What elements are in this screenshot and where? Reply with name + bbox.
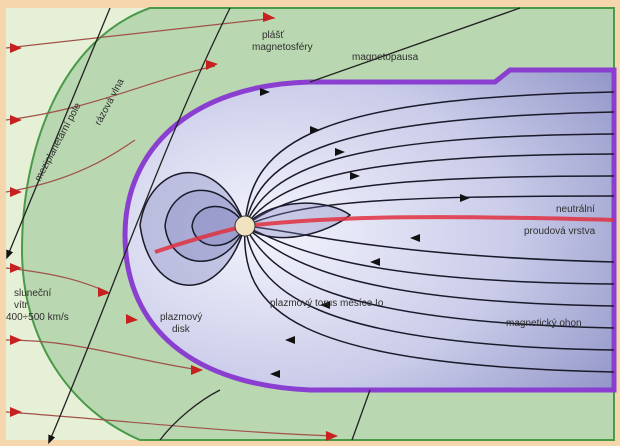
plasma-disk-label-1: plazmový: [160, 312, 202, 323]
plasma-disk-label-2: disk: [172, 324, 191, 335]
jupiter-planet: [234, 215, 256, 237]
solar-wind-flow-lines: [5, 17, 336, 437]
dayside-field-loops: [139, 171, 352, 286]
current-sheet-label-2: proudová vrstva: [524, 226, 596, 237]
solar-wind-label-1: sluneční: [14, 288, 51, 299]
magnetosheath-label-1: plášť: [262, 30, 284, 41]
solar-wind-label-3: 400÷500 km/s: [6, 312, 69, 323]
magnetosphere-region: [122, 67, 617, 393]
current-sheet: [154, 215, 615, 254]
imf-field-lines: [6, 7, 521, 445]
current-sheet-label-1: neutrální: [556, 204, 595, 215]
magnetopause-label: magnetopausa: [352, 52, 419, 63]
magnetosheath-label-2: magnetosféry: [252, 42, 313, 53]
io-torus-label: plazmový torus měsíce Io: [270, 298, 384, 309]
solar-wind-label-2: vítr: [14, 300, 29, 311]
magnetotail-label: magnetický ohon: [506, 318, 582, 329]
magnetotail-field-lines: [243, 91, 615, 373]
field-direction-arrows: [260, 88, 470, 378]
solar-wind-arrows: [10, 12, 338, 441]
